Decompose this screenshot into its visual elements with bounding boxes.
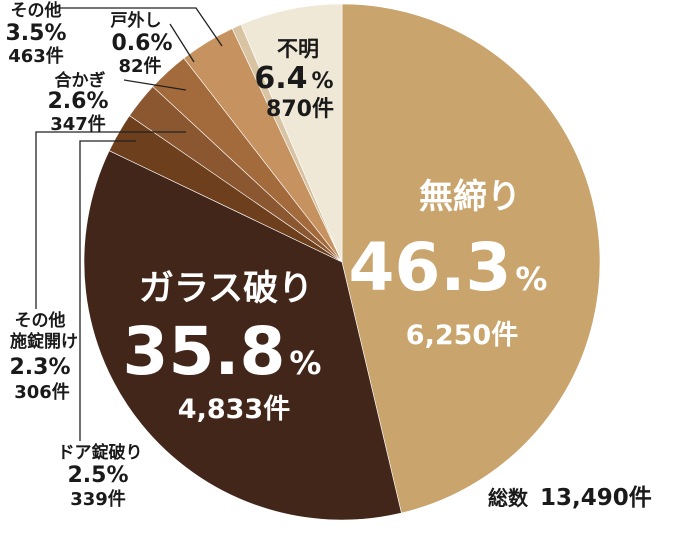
leader-line-6	[169, 23, 195, 63]
leader-line-4	[123, 79, 187, 91]
slice-label-0: 無締り	[419, 177, 521, 217]
slice-count-6: 82件	[118, 55, 161, 77]
pie-slice-7	[240, 3, 343, 263]
slice-percent-4: 2.6%	[47, 89, 108, 114]
slice-label-6: 戸外し	[111, 10, 162, 31]
slice-count-4: 347件	[50, 113, 106, 135]
slice-percent-3: 2.3%	[9, 355, 70, 380]
slice-label-1: ガラス破り	[139, 269, 313, 309]
slice-label-5: その他	[11, 0, 62, 21]
slices-layer	[83, 3, 601, 521]
slice-count-2: 339件	[70, 488, 126, 510]
leader-lines	[35, 7, 223, 441]
slice-count-0: 6,250件	[406, 320, 518, 351]
total-label: 総数	[488, 486, 529, 510]
leader-line-5	[60, 7, 223, 47]
leader-line-3	[35, 131, 186, 309]
slice-percent-7: 6.4%	[254, 61, 333, 96]
slice-percent-0: 46.3%	[349, 229, 548, 306]
slice-label-7: 不明	[277, 37, 319, 61]
pie-slice-1	[83, 150, 402, 521]
slice-label-3-line1: その他	[15, 310, 66, 331]
slice-count-7: 870件	[266, 97, 334, 122]
slice-count-1: 4,833件	[178, 394, 290, 425]
slice-percent-2: 2.5%	[67, 463, 128, 488]
slice-percent-6: 0.6%	[111, 31, 172, 56]
slice-label-4: 合かぎ	[55, 70, 106, 91]
slice-percent-1: 35.8%	[123, 313, 322, 390]
pie-slice-0	[341, 3, 601, 514]
total-value: 13,490件	[540, 485, 652, 511]
leader-line-2	[79, 140, 136, 441]
slice-percent-5: 3.5%	[5, 21, 66, 46]
slice-count-5: 463件	[8, 45, 64, 67]
slice-count-3: 306件	[14, 381, 70, 403]
slice-label-3-line2: 施錠開け	[10, 331, 78, 352]
slice-label-2: ドア錠破り	[58, 442, 143, 463]
